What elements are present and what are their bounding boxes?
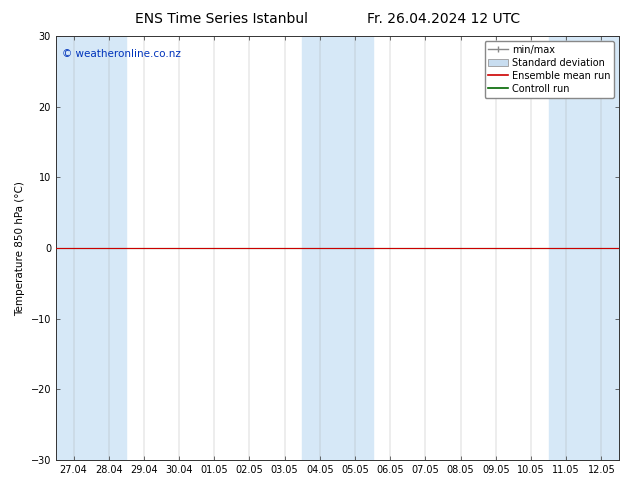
Bar <box>548 36 619 460</box>
Text: © weatheronline.co.nz: © weatheronline.co.nz <box>61 49 181 59</box>
Y-axis label: Temperature 850 hPa (°C): Temperature 850 hPa (°C) <box>15 181 25 316</box>
Text: ENS Time Series Istanbul: ENS Time Series Istanbul <box>136 12 308 26</box>
Legend: min/max, Standard deviation, Ensemble mean run, Controll run: min/max, Standard deviation, Ensemble me… <box>484 41 614 98</box>
Text: Fr. 26.04.2024 12 UTC: Fr. 26.04.2024 12 UTC <box>367 12 521 26</box>
Bar <box>302 36 373 460</box>
Bar <box>56 36 126 460</box>
